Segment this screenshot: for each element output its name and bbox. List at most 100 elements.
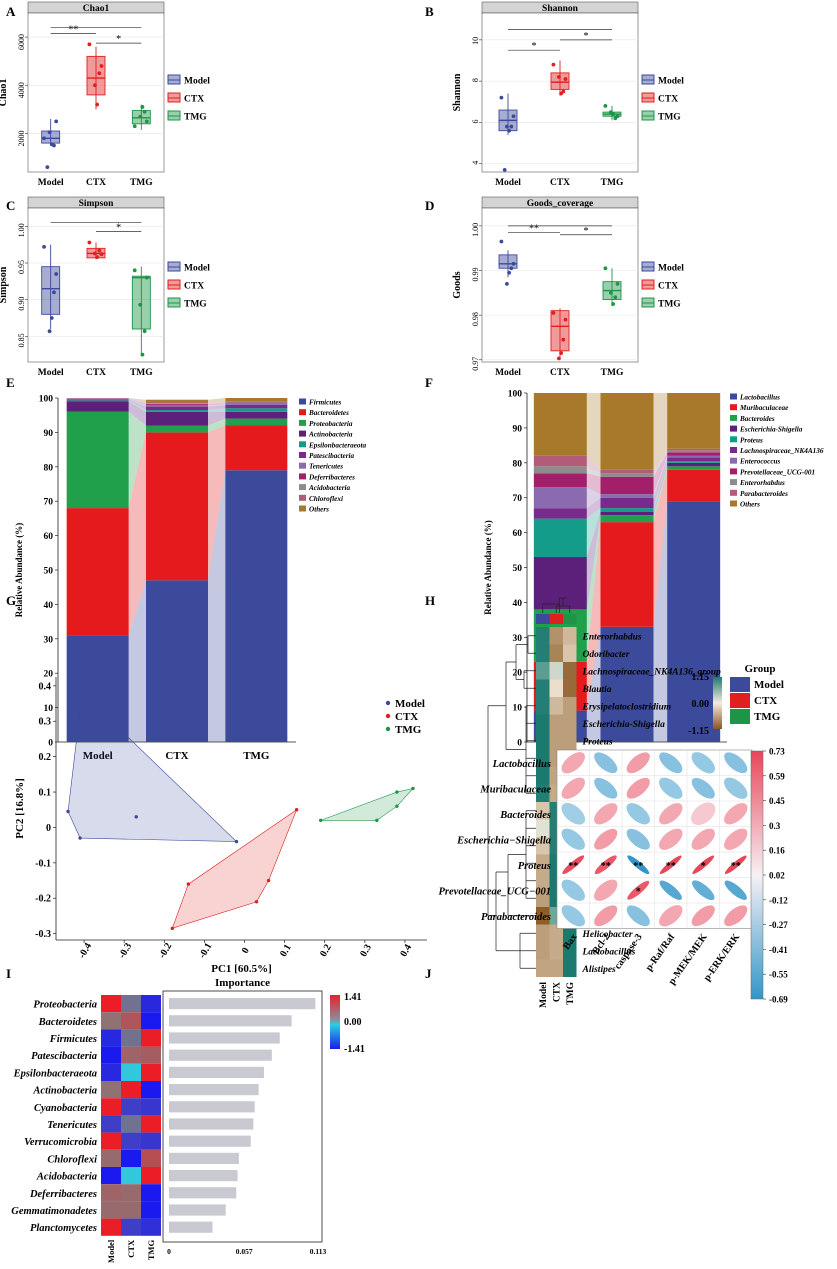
importance-heat-cell xyxy=(141,1046,161,1064)
bar-segment-Patescibacteria xyxy=(225,404,288,409)
importance-bar xyxy=(169,1135,251,1147)
legend: Lactobacillus Muribaculaceae Bacteroides Es… xyxy=(730,393,824,509)
legend-swatch xyxy=(730,436,737,443)
importance-heat-cell xyxy=(141,1012,161,1030)
corr-ellipse xyxy=(594,803,618,825)
point-CTX xyxy=(87,42,92,47)
significance-label: * xyxy=(584,31,589,42)
x-tick-label: Model xyxy=(495,178,521,188)
bar-segment-Epsilonbacteraeota xyxy=(146,410,208,412)
scale-label: -0.41 xyxy=(769,945,788,955)
y-tick-label: 0.97 xyxy=(471,357,480,371)
heatmap-cell xyxy=(536,697,550,715)
bar-segment-Actinobacteria xyxy=(66,401,129,412)
boxplot-B: Shannon 4 6 8 10 Shannon Model CTX TMG * * Model CTX… xyxy=(452,1,684,188)
group-legend-label-TMG: TMG xyxy=(754,711,781,723)
point-Model xyxy=(505,281,509,286)
scale-label: 0.02 xyxy=(769,871,785,881)
bar-segment-Acidobacteria xyxy=(146,403,208,404)
row-label: Chloroflexi xyxy=(47,1154,97,1165)
y-tick-label: -0.1 xyxy=(35,858,51,869)
flow-band-Chloroflexi xyxy=(128,398,146,404)
importance-heat-cell xyxy=(101,1218,121,1236)
point-TMG xyxy=(140,352,145,357)
point-Model xyxy=(47,130,52,135)
legend-swatch xyxy=(299,419,306,426)
heatmap-cell xyxy=(563,679,577,697)
importance-heat-cell xyxy=(121,1115,141,1133)
row-label: Blautia xyxy=(582,685,612,695)
corr-ellipse xyxy=(692,855,715,875)
importance-heat-cell xyxy=(101,1184,121,1202)
legend-marker-TMG xyxy=(385,726,391,732)
flow-band-Bacteroides xyxy=(586,515,601,662)
corr-ellipse xyxy=(561,828,585,850)
legend: Model CTX TMG xyxy=(641,74,684,123)
bar-segment-Lachnospiraceae_NK4A136 xyxy=(667,457,721,462)
row-label: Parabacteroides xyxy=(481,912,551,923)
scale-label: 1.41 xyxy=(344,992,362,1003)
point-Model xyxy=(509,124,514,129)
panel-letter-D: D xyxy=(425,198,434,213)
flow-band-Escherichia-Shigella xyxy=(653,462,668,516)
box-CTX xyxy=(86,55,106,96)
row-label: Bacteroidetes xyxy=(38,1017,97,1028)
bar-segment-Others xyxy=(667,393,721,449)
legend-marker-CTX xyxy=(385,713,391,719)
x-tick-label: TMG xyxy=(601,178,624,188)
panel-letter-H: H xyxy=(425,593,435,608)
corr-ellipse xyxy=(594,828,618,850)
bar-segment-Lactobacillus xyxy=(600,626,654,742)
y-tick-label: 0.3 xyxy=(39,717,52,728)
stacked-chart-E: 0 10 20 30 40 50 60 70 80 90 100 Relative Abundance… xyxy=(14,395,367,763)
bar-segment-Enterorhabdus xyxy=(600,473,654,477)
legend-label-CTX: CTX xyxy=(658,95,678,105)
y-axis-label: Goods xyxy=(452,271,463,298)
importance-bar xyxy=(169,1152,239,1164)
y-tick-label: 0.1 xyxy=(39,788,52,799)
point-Model xyxy=(54,119,59,124)
flow-band-Actinobacteria xyxy=(208,411,226,426)
significance-star: ** xyxy=(601,861,611,872)
bar-segment-Lactobacillus xyxy=(667,501,721,742)
group-legend-swatch-TMG xyxy=(730,709,750,724)
flow-band-Others xyxy=(208,398,226,403)
legend-swatch xyxy=(730,447,737,453)
chart-title: Importance xyxy=(215,977,270,989)
point-CTX xyxy=(551,310,556,315)
flow-band-Proteus xyxy=(586,508,601,558)
heatmap-cell xyxy=(549,679,563,697)
group-legend-label-Model: Model xyxy=(754,679,784,691)
x-tick-label: TMG xyxy=(601,368,624,378)
legend-label: Acidobacteria xyxy=(308,484,351,492)
y-tick-label: 20 xyxy=(44,670,54,680)
importance-heat-cell xyxy=(101,1046,121,1064)
bar-segment-Parabacteroides xyxy=(600,469,654,474)
row-label: Escherichia−Shigella xyxy=(456,835,551,846)
flow-band-Acidobacteria xyxy=(128,398,146,404)
legend-swatch xyxy=(730,404,737,411)
heatmap-cell xyxy=(549,714,563,732)
bar-segment-Lachnospiraceae_NK4A136 xyxy=(600,497,654,509)
importance-bar xyxy=(169,1187,237,1199)
importance-heat-cell xyxy=(121,1029,141,1047)
panel-letter-F: F xyxy=(425,375,433,390)
y-tick-label: 0 xyxy=(48,739,53,749)
point-CTX xyxy=(557,75,561,79)
importance-heat-cell xyxy=(121,1184,141,1202)
point-Model xyxy=(80,691,84,695)
correlation-chart: Lactobacillus Muribaculaceae Bacteroides Es… xyxy=(439,747,789,1005)
bar-segment-Enterococcus xyxy=(533,487,587,509)
significance-label: * xyxy=(584,226,589,237)
heatmap-cell xyxy=(549,644,563,662)
legend-label: Muribaculaceae xyxy=(739,404,789,412)
importance-heat-cell xyxy=(101,1201,121,1219)
boxplot-C: Simpson 0.85 0.90 0.95 1.00 Simpson Model CTX TM… xyxy=(0,196,210,378)
importance-heat-cell xyxy=(121,995,141,1013)
facet-title: Shannon xyxy=(542,4,579,14)
point-TMG xyxy=(319,818,323,823)
corr-ellipse xyxy=(691,828,715,850)
importance-heat-cell xyxy=(101,1149,121,1167)
bar-segment-Bacteroides xyxy=(667,466,721,470)
